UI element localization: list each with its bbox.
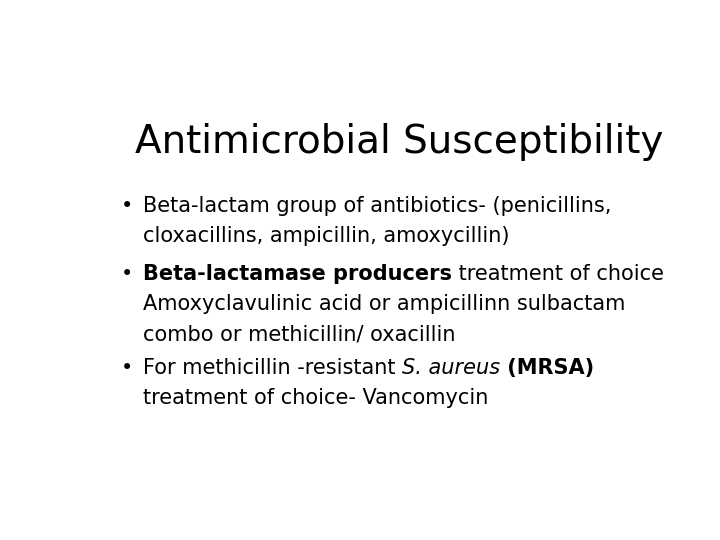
- Text: Antimicrobial Susceptibility: Antimicrobial Susceptibility: [135, 123, 663, 161]
- Text: S. aureus: S. aureus: [402, 358, 500, 378]
- Text: •: •: [121, 196, 133, 216]
- Text: (MRSA): (MRSA): [500, 358, 595, 378]
- Text: cloxacillins, ampicillin, amoxycillin): cloxacillins, ampicillin, amoxycillin): [143, 226, 510, 246]
- Text: •: •: [121, 358, 133, 378]
- Text: treatment of choice: treatment of choice: [452, 265, 664, 285]
- Text: For methicillin -resistant: For methicillin -resistant: [143, 358, 402, 378]
- Text: treatment of choice- Vancomycin: treatment of choice- Vancomycin: [143, 388, 488, 408]
- Text: Amoxyclavulinic acid or ampicillinn sulbactam: Amoxyclavulinic acid or ampicillinn sulb…: [143, 294, 626, 314]
- Text: Beta-lactamase producers: Beta-lactamase producers: [143, 265, 452, 285]
- Text: combo or methicillin/ oxacillin: combo or methicillin/ oxacillin: [143, 324, 456, 345]
- Text: Beta-lactam group of antibiotics- (penicillins,: Beta-lactam group of antibiotics- (penic…: [143, 196, 611, 216]
- Text: •: •: [121, 265, 133, 285]
